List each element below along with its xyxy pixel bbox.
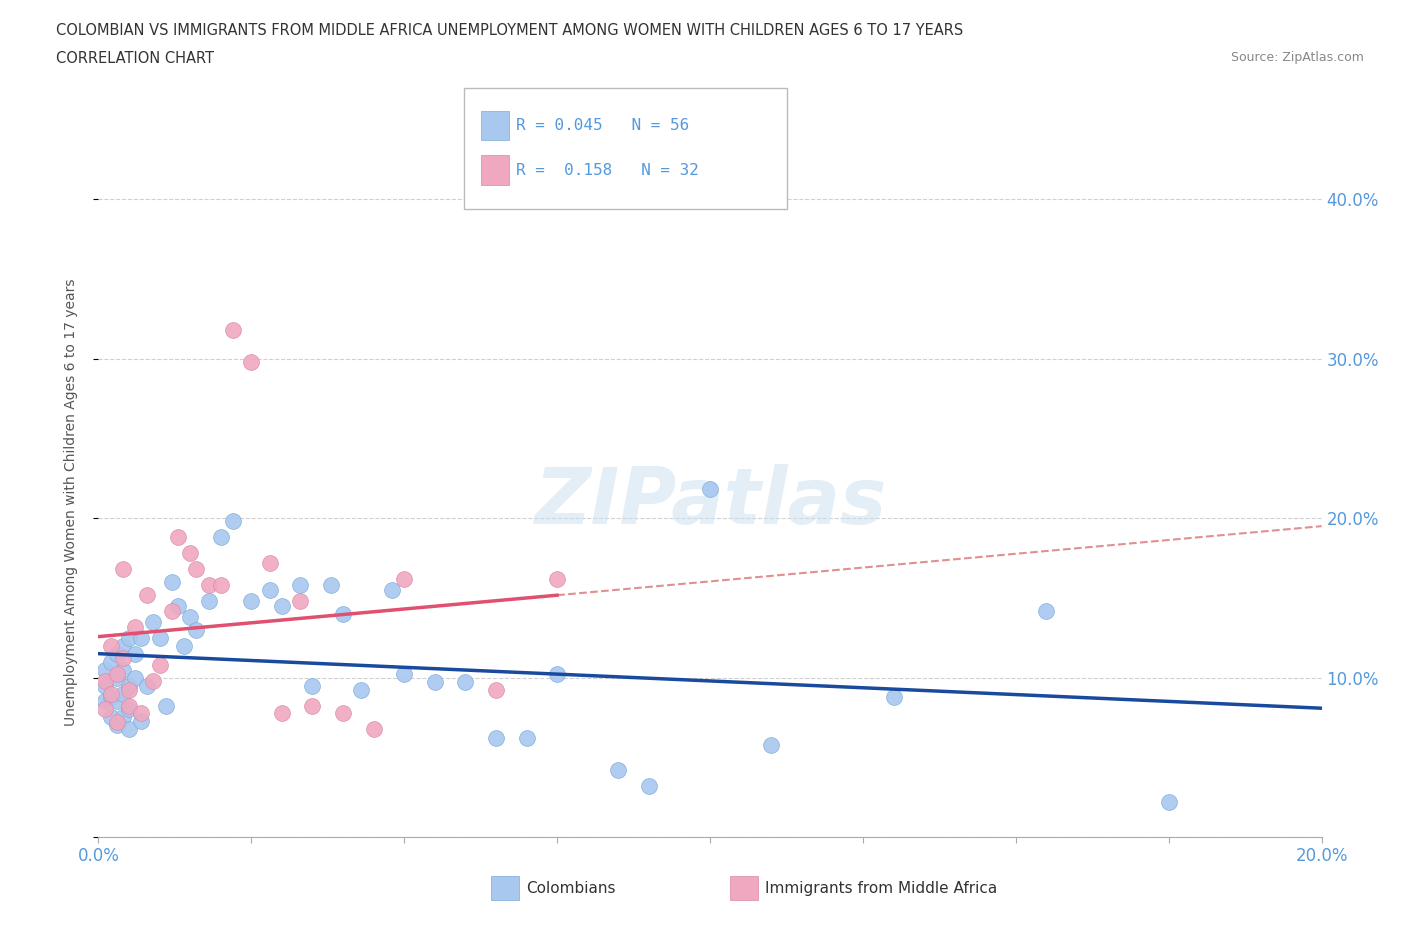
- Point: [93, 702, 115, 717]
- Point: [1035, 604, 1057, 618]
- Point: [111, 686, 134, 701]
- Text: COLOMBIAN VS IMMIGRANTS FROM MIDDLE AFRICA UNEMPLOYMENT AMONG WOMEN WITH CHILDRE: COLOMBIAN VS IMMIGRANTS FROM MIDDLE AFRI…: [56, 23, 963, 38]
- Point: [423, 675, 446, 690]
- Point: [259, 555, 281, 570]
- Point: [160, 575, 183, 590]
- Point: [118, 702, 141, 717]
- Point: [124, 619, 146, 634]
- Point: [105, 667, 128, 682]
- Point: [332, 606, 354, 621]
- Point: [111, 710, 134, 724]
- Point: [105, 715, 128, 730]
- Point: [105, 671, 128, 685]
- Point: [485, 683, 508, 698]
- Point: [546, 667, 568, 682]
- Point: [392, 571, 416, 586]
- Point: [301, 698, 323, 713]
- Point: [301, 678, 323, 693]
- Point: [209, 578, 232, 592]
- Point: [149, 631, 172, 645]
- Point: [136, 678, 159, 693]
- Text: R = 0.045   N = 56: R = 0.045 N = 56: [516, 118, 689, 133]
- Point: [363, 721, 385, 736]
- Point: [93, 694, 115, 709]
- Point: [270, 598, 292, 613]
- Point: [197, 578, 219, 592]
- Point: [100, 689, 122, 704]
- Point: [118, 721, 141, 736]
- Y-axis label: Unemployment Among Women with Children Ages 6 to 17 years: Unemployment Among Women with Children A…: [63, 278, 77, 726]
- Point: [222, 514, 245, 529]
- Point: [160, 604, 183, 618]
- Point: [167, 530, 190, 545]
- Point: [118, 631, 141, 645]
- Point: [332, 705, 354, 720]
- Point: [209, 530, 232, 545]
- Point: [350, 683, 373, 698]
- Point: [240, 354, 263, 369]
- Point: [111, 638, 134, 653]
- Point: [290, 593, 312, 608]
- Point: [759, 737, 782, 752]
- Point: [270, 705, 292, 720]
- Point: [105, 718, 128, 733]
- Point: [454, 675, 477, 690]
- Point: [100, 654, 122, 669]
- Point: [111, 651, 134, 666]
- Point: [186, 562, 208, 577]
- Point: [93, 662, 115, 677]
- Point: [129, 631, 152, 645]
- Point: [129, 705, 152, 720]
- Point: [142, 615, 165, 630]
- Text: Immigrants from Middle Africa: Immigrants from Middle Africa: [765, 881, 997, 896]
- Point: [111, 562, 134, 577]
- Point: [259, 582, 281, 597]
- Text: Colombians: Colombians: [526, 881, 616, 896]
- Point: [105, 646, 128, 661]
- Point: [155, 698, 177, 713]
- Point: [167, 598, 190, 613]
- Text: R =  0.158   N = 32: R = 0.158 N = 32: [516, 163, 699, 178]
- Point: [883, 689, 905, 704]
- Point: [607, 763, 630, 777]
- Point: [546, 571, 568, 586]
- Point: [142, 673, 165, 688]
- Point: [124, 671, 146, 685]
- Point: [129, 713, 152, 728]
- Point: [381, 582, 404, 597]
- Point: [100, 686, 122, 701]
- Point: [118, 683, 141, 698]
- Point: [100, 638, 122, 653]
- Point: [100, 710, 122, 724]
- Point: [93, 673, 115, 688]
- Point: [699, 482, 721, 497]
- Point: [179, 609, 201, 624]
- Point: [222, 323, 245, 338]
- Point: [149, 658, 172, 672]
- Point: [186, 622, 208, 637]
- Point: [637, 778, 661, 793]
- Point: [118, 698, 141, 713]
- Point: [93, 678, 115, 693]
- Point: [111, 662, 134, 677]
- Point: [240, 593, 263, 608]
- Text: ZIPatlas: ZIPatlas: [534, 464, 886, 540]
- Text: CORRELATION CHART: CORRELATION CHART: [56, 51, 214, 66]
- Point: [136, 587, 159, 602]
- Point: [118, 678, 141, 693]
- Point: [197, 593, 219, 608]
- Point: [173, 638, 195, 653]
- Point: [1157, 794, 1180, 809]
- Point: [319, 578, 342, 592]
- Point: [516, 731, 538, 746]
- Point: [392, 667, 416, 682]
- Point: [124, 646, 146, 661]
- Point: [290, 578, 312, 592]
- Point: [485, 731, 508, 746]
- Point: [105, 694, 128, 709]
- Point: [179, 546, 201, 561]
- Text: Source: ZipAtlas.com: Source: ZipAtlas.com: [1230, 51, 1364, 64]
